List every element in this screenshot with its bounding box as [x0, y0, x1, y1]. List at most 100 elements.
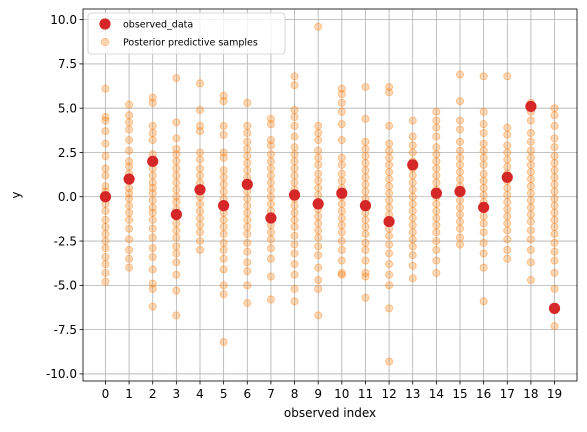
posterior-sample-point — [290, 270, 299, 279]
posterior-sample-point — [125, 235, 134, 244]
posterior-sample-point — [455, 175, 464, 184]
x-tick-label: 2 — [149, 387, 157, 401]
posterior-sample-point — [314, 219, 323, 228]
posterior-sample-point — [337, 221, 346, 230]
posterior-sample-point — [550, 180, 559, 189]
x-tick-label: 8 — [291, 387, 299, 401]
posterior-sample-point — [266, 199, 275, 208]
posterior-sample-point — [101, 171, 110, 180]
posterior-sample-point — [408, 132, 417, 141]
posterior-sample-point — [219, 130, 228, 139]
posterior-sample-point — [148, 279, 157, 288]
observed-data-point — [265, 212, 277, 224]
observed-data-points — [99, 100, 561, 314]
posterior-sample-point — [172, 171, 181, 180]
posterior-sample-point — [243, 121, 252, 130]
posterior-sample-point — [125, 111, 134, 120]
posterior-sample-point — [479, 219, 488, 228]
observed-data-point — [194, 184, 206, 196]
legend: observed_data Posterior predictive sampl… — [87, 12, 286, 55]
posterior-sample-point — [503, 162, 512, 171]
posterior-sample-point — [432, 123, 441, 132]
posterior-sample-point — [550, 256, 559, 265]
posterior-sample-point — [195, 127, 204, 136]
x-axis-label: observed index — [284, 406, 376, 420]
posterior-sample-point — [172, 286, 181, 295]
posterior-sample-point — [172, 157, 181, 166]
legend-label-observed: observed_data — [123, 20, 193, 31]
posterior-sample-point — [503, 148, 512, 157]
posterior-sample-point — [148, 284, 157, 293]
posterior-sample-point — [432, 150, 441, 159]
posterior-sample-point — [503, 198, 512, 207]
posterior-sample-point — [432, 164, 441, 173]
observed-data-point — [430, 187, 442, 199]
posterior-sample-point — [314, 251, 323, 260]
posterior-sample-point — [219, 148, 228, 157]
posterior-sample-point — [219, 281, 228, 290]
observed-data-point — [99, 191, 112, 203]
x-tick-label: 5 — [220, 387, 228, 401]
posterior-sample-point — [385, 167, 394, 176]
posterior-sample-point — [550, 187, 559, 196]
posterior-sample-point — [314, 212, 323, 221]
posterior-sample-point — [195, 164, 204, 173]
posterior-sample-point — [314, 169, 323, 178]
posterior-sample-point — [314, 176, 323, 185]
posterior-sample-point — [195, 79, 204, 88]
posterior-sample-point — [408, 185, 417, 194]
posterior-sample-point — [503, 141, 512, 150]
posterior-sample-point — [337, 206, 346, 215]
posterior-sample-point — [101, 252, 110, 261]
posterior-sample-point — [266, 244, 275, 253]
observed-data-point — [241, 178, 253, 190]
posterior-sample-point — [526, 203, 535, 212]
posterior-sample-point — [503, 190, 512, 199]
x-tick-label: 15 — [452, 387, 467, 401]
posterior-sample-point — [172, 185, 181, 194]
posterior-sample-point — [125, 254, 134, 263]
posterior-sample-point — [550, 247, 559, 256]
posterior-sample-point — [432, 132, 441, 141]
posterior-sample-point — [195, 199, 204, 208]
y-tick-label: 0.0 — [58, 190, 77, 204]
posterior-sample-point — [266, 254, 275, 263]
posterior-sample-point — [503, 226, 512, 235]
posterior-sample-point — [243, 159, 252, 168]
posterior-sample-point — [290, 231, 299, 240]
posterior-sample-point — [195, 105, 204, 114]
posterior-sample-point — [195, 171, 204, 180]
posterior-sample-point — [243, 201, 252, 210]
posterior-sample-point — [101, 152, 110, 161]
posterior-sample-point — [432, 221, 441, 230]
posterior-sample-point — [526, 235, 535, 244]
posterior-sample-point — [337, 270, 346, 279]
posterior-sample-point — [243, 137, 252, 146]
posterior-sample-point — [479, 228, 488, 237]
posterior-sample-point — [550, 173, 559, 182]
observed-data-point — [336, 187, 348, 199]
posterior-sample-point — [361, 82, 370, 91]
posterior-sample-point — [385, 182, 394, 191]
axis-ticks: 0 1 2 3 4 5 6 7 8 9 10 11 12 13 14 15 16 17 18 19-10.0-7.5-… — [46, 13, 562, 401]
posterior-sample-point — [526, 258, 535, 267]
posterior-sample-point — [101, 260, 110, 269]
posterior-sample-point — [503, 123, 512, 132]
posterior-sample-point — [432, 245, 441, 254]
posterior-sample-point — [432, 268, 441, 277]
posterior-sample-point — [432, 171, 441, 180]
posterior-sample-point — [243, 281, 252, 290]
posterior-sample-point — [314, 242, 323, 251]
posterior-sample-point — [266, 150, 275, 159]
posterior-sample-point — [148, 196, 157, 205]
posterior-sample-point — [550, 104, 559, 113]
posterior-sample-point — [337, 256, 346, 265]
x-tick-label: 3 — [173, 387, 181, 401]
posterior-sample-point — [290, 215, 299, 224]
posterior-sample-point — [361, 137, 370, 146]
legend-box — [87, 12, 286, 55]
posterior-sample-point — [337, 237, 346, 246]
posterior-sample-point — [101, 268, 110, 277]
y-tick-label: -2.5 — [54, 234, 77, 248]
